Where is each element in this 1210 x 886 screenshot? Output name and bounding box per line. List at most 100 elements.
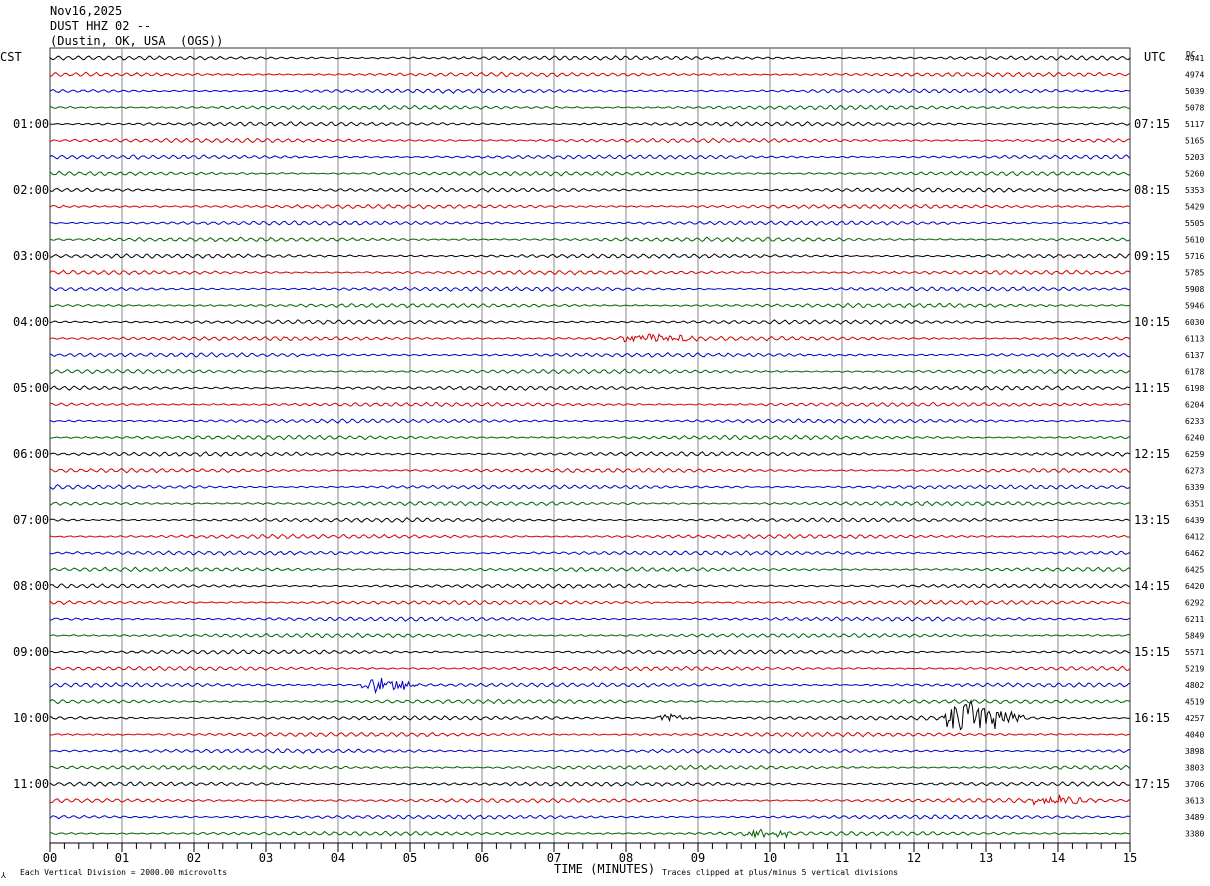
x-tick-label: 03	[259, 851, 273, 865]
dc-offset-label: 6233	[1185, 417, 1204, 426]
left-hour-label: 03:00	[13, 249, 49, 263]
left-hour-label: 10:00	[13, 711, 49, 725]
trace-row-27	[49, 500, 1131, 507]
dc-offset-label: 6113	[1185, 335, 1204, 344]
right-hour-label: 08:15	[1134, 183, 1170, 197]
x-axis-title: TIME (MINUTES)	[554, 862, 656, 876]
trace-row-23	[49, 434, 1131, 441]
dc-offset-label: 3489	[1185, 813, 1204, 822]
dc-offset-label: 6211	[1185, 615, 1204, 624]
trace-row-9	[49, 203, 1131, 210]
dc-offset-label: 4974	[1185, 71, 1204, 80]
trace-row-5	[49, 137, 1131, 144]
trace-row-13	[49, 269, 1131, 276]
location-label: (Dustin, OK, USA (OGS))	[50, 34, 224, 48]
x-tick-label: 06	[475, 851, 489, 865]
dc-offset-label: 6420	[1185, 582, 1204, 591]
left-hour-label: 04:00	[13, 315, 49, 329]
dc-offset-label: 6439	[1185, 516, 1204, 525]
trace-row-32	[49, 583, 1131, 589]
x-tick-label: 12	[907, 851, 921, 865]
dc-offset-label: 5429	[1185, 203, 1204, 212]
dc-offset-label: 4802	[1185, 681, 1204, 690]
station-label: DUST HHZ 02 --	[50, 19, 152, 33]
x-tick-label: 04	[331, 851, 345, 865]
dc-offset-label: 5117	[1185, 120, 1204, 129]
trace-row-44	[49, 781, 1131, 787]
clip-note: Traces clipped at plus/minus 5 vertical …	[662, 868, 899, 877]
trace-row-12	[49, 253, 1131, 259]
dc-offset-label: 6198	[1185, 384, 1204, 393]
right-timezone-label: UTC	[1144, 50, 1166, 64]
trace-row-6	[49, 154, 1131, 160]
trace-row-47	[49, 828, 1131, 840]
trace-row-40	[49, 699, 1131, 731]
right-hour-label: 07:15	[1134, 117, 1170, 131]
x-tick-label: 15	[1123, 851, 1137, 865]
trace-row-43	[49, 764, 1131, 771]
trace-row-30	[49, 550, 1131, 556]
trace-row-35	[49, 632, 1131, 639]
right-hour-label: 10:15	[1134, 315, 1170, 329]
left-hour-label: 08:00	[13, 579, 49, 593]
trace-row-37	[49, 665, 1131, 672]
trace-row-25	[49, 467, 1131, 474]
trace-row-18	[49, 352, 1131, 358]
trace-row-28	[49, 517, 1131, 523]
dc-offset-label: 3898	[1185, 747, 1204, 756]
trace-row-20	[49, 385, 1130, 391]
dc-offset-label: 5571	[1185, 648, 1204, 657]
trace-row-33	[49, 599, 1131, 606]
trace-row-45	[49, 794, 1131, 806]
x-tick-label: 14	[1051, 851, 1065, 865]
x-tick-label: 10	[763, 851, 777, 865]
trace-row-17	[49, 333, 1131, 343]
trace-row-22	[49, 418, 1131, 424]
x-tick-label: 00	[43, 851, 57, 865]
dc-offset-label: 6204	[1185, 401, 1204, 410]
dc-offset-label: 4941	[1185, 54, 1204, 63]
trace-row-34	[49, 616, 1131, 622]
trace-row-8	[49, 186, 1131, 193]
dc-label: DC	[1186, 50, 1196, 59]
trace-row-46	[49, 814, 1131, 820]
trace-row-1	[49, 71, 1131, 78]
dc-offset-label: 3613	[1185, 797, 1204, 806]
trace-row-36	[50, 649, 1131, 655]
dc-offset-label: 4040	[1185, 731, 1204, 740]
trace-row-0	[49, 55, 1131, 61]
dc-offset-label: 6412	[1185, 533, 1204, 542]
scale-note: Each Vertical Division = 2000.00 microvo…	[20, 868, 228, 877]
dc-offset-label: 5219	[1185, 665, 1204, 674]
trace-row-21	[49, 401, 1131, 407]
left-timezone-label: CST	[0, 50, 22, 64]
date-label: Nov16,2025	[50, 4, 123, 18]
dc-offset-label: 6030	[1185, 318, 1204, 327]
dc-offset-label: 5610	[1185, 236, 1204, 245]
dc-offset-label: 6273	[1185, 467, 1204, 476]
dc-offset-label: 5203	[1185, 153, 1204, 162]
right-hour-label: 13:15	[1134, 513, 1170, 527]
dc-offset-label: 3803	[1185, 764, 1204, 773]
dc-offset-label: 5260	[1185, 170, 1204, 179]
dc-offset-label: 6425	[1185, 566, 1204, 575]
dc-offset-label: 6462	[1185, 549, 1204, 558]
right-hour-label: 12:15	[1134, 447, 1170, 461]
trace-row-7	[49, 170, 1131, 177]
trace-row-15	[49, 302, 1131, 309]
x-tick-label: 09	[691, 851, 705, 865]
left-hour-label: 02:00	[13, 183, 49, 197]
right-hour-label: 14:15	[1134, 579, 1170, 593]
trace-row-4	[49, 121, 1131, 127]
dc-offset-label: 5716	[1185, 252, 1204, 261]
x-tick-label: 02	[187, 851, 201, 865]
right-hour-label: 16:15	[1134, 711, 1170, 725]
dc-offset-label: 5946	[1185, 302, 1204, 311]
trace-row-31	[49, 566, 1131, 573]
dc-offset-label: 6178	[1185, 368, 1204, 377]
trace-row-14	[49, 286, 1131, 292]
dc-offset-label: 6240	[1185, 434, 1204, 443]
dc-offset-label: 5353	[1185, 186, 1204, 195]
dc-offset-label: 6292	[1185, 599, 1204, 608]
